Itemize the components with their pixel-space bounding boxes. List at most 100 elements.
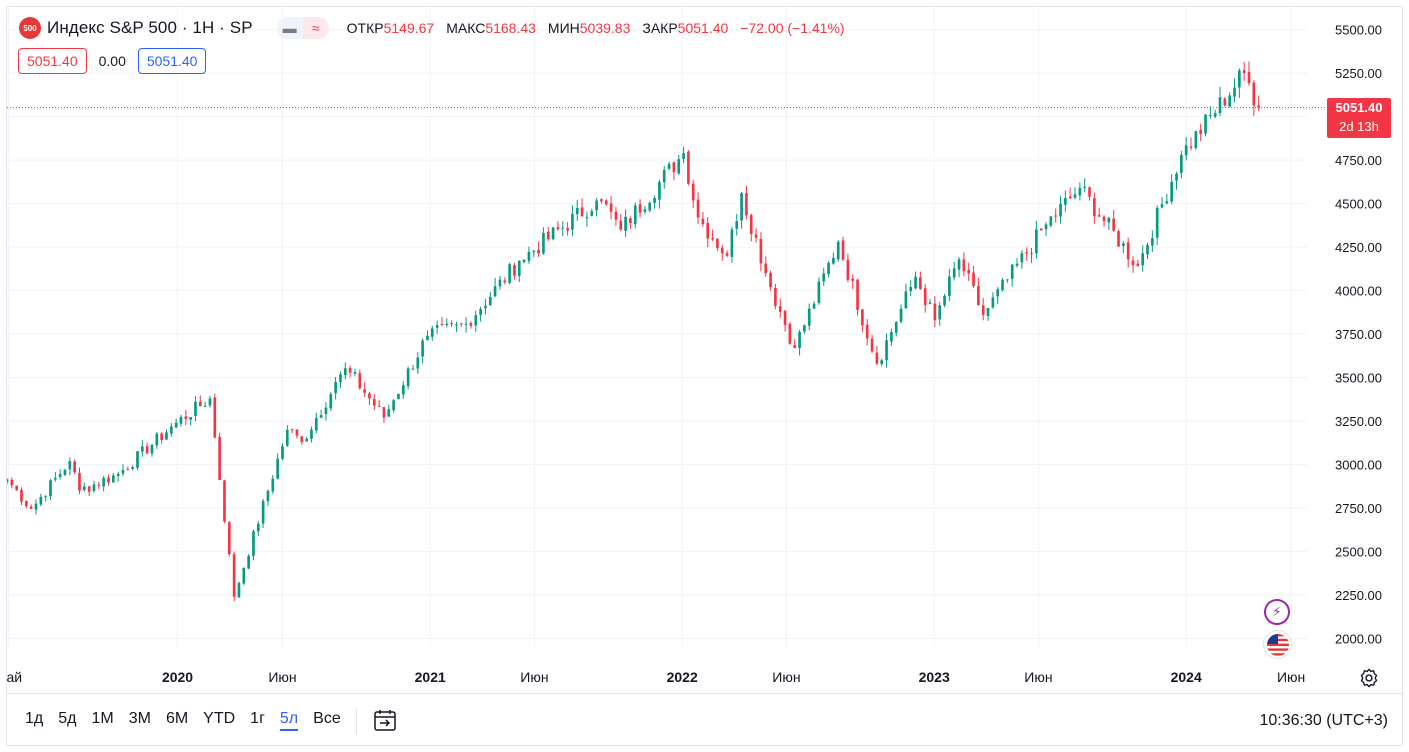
range-6m[interactable]: 6М xyxy=(165,710,189,727)
candle xyxy=(1233,78,1236,103)
candle xyxy=(78,467,81,495)
candle xyxy=(923,284,927,313)
candle xyxy=(1078,182,1082,201)
candle xyxy=(319,409,323,419)
candle xyxy=(943,293,946,308)
candle xyxy=(314,412,318,434)
range-all[interactable]: Все xyxy=(313,710,341,727)
candle xyxy=(832,252,835,265)
candle xyxy=(295,429,299,439)
y-tick-label: 2250.00 xyxy=(1335,588,1382,603)
candle xyxy=(1170,174,1174,205)
range-1d[interactable]: 1д xyxy=(25,710,44,727)
range-1m[interactable]: 1М xyxy=(91,710,114,727)
sell-button[interactable]: 5051.40 xyxy=(18,48,87,74)
candle xyxy=(846,253,850,283)
candle xyxy=(276,453,279,480)
candles xyxy=(7,61,1261,602)
candle xyxy=(880,358,884,367)
candle xyxy=(1194,130,1198,150)
candle xyxy=(426,330,429,341)
y-tick-label: 3250.00 xyxy=(1335,414,1382,429)
candle xyxy=(450,320,453,328)
toolbar-divider xyxy=(355,707,357,734)
candle xyxy=(1242,61,1246,81)
candle xyxy=(1097,207,1101,218)
candle xyxy=(184,409,188,425)
grid xyxy=(7,7,1307,647)
x-tick-label: Июн xyxy=(520,669,548,685)
candle xyxy=(793,338,797,349)
candle xyxy=(856,278,859,316)
candle xyxy=(740,191,743,229)
settings-icon[interactable] xyxy=(1358,667,1380,689)
candle xyxy=(996,287,1000,304)
close-value: 5051.40 xyxy=(677,20,729,36)
y-tick-label: 5250.00 xyxy=(1335,66,1382,81)
symbol-title[interactable]: Индекс S&P 500 · 1Н · SP xyxy=(47,18,253,37)
candle xyxy=(682,146,685,164)
us-flag-icon[interactable] xyxy=(1263,630,1292,659)
clock[interactable]: 10:36:30 (UTC+3) xyxy=(1259,711,1388,729)
go-to-date-icon[interactable] xyxy=(371,709,399,733)
candle xyxy=(735,213,739,236)
candle xyxy=(92,480,96,493)
candle xyxy=(29,504,33,510)
candle xyxy=(667,161,671,171)
candle xyxy=(1059,195,1062,224)
candle xyxy=(1083,178,1087,193)
candle xyxy=(928,298,932,305)
candle xyxy=(1199,123,1203,142)
range-1y[interactable]: 1г xyxy=(250,710,265,727)
candle xyxy=(778,298,782,318)
lightning-icon[interactable]: ⚡ xyxy=(1264,599,1290,625)
candle xyxy=(174,418,178,429)
candle xyxy=(223,479,226,524)
candle xyxy=(662,166,666,189)
candle xyxy=(885,333,888,368)
wave-icon[interactable]: ≈ xyxy=(302,17,329,39)
candle xyxy=(614,206,618,226)
candle xyxy=(435,320,439,334)
candle xyxy=(542,227,545,255)
candle xyxy=(730,226,734,263)
candle xyxy=(310,426,313,443)
range-ytd[interactable]: YTD xyxy=(203,710,236,727)
candle xyxy=(798,329,801,356)
candle xyxy=(1238,68,1241,98)
candle xyxy=(44,494,47,502)
candle xyxy=(745,185,748,220)
chart-panel[interactable]: 2000.00 2250.00 2500.00 2750.00 3000.00 3250.… xyxy=(6,6,1403,746)
candle xyxy=(406,366,410,390)
candle xyxy=(701,212,705,227)
range-3m[interactable]: 3М xyxy=(128,710,151,727)
candle xyxy=(590,208,594,217)
y-tick-label: 3500.00 xyxy=(1335,371,1382,386)
candle xyxy=(53,472,57,482)
candle xyxy=(604,199,608,206)
candle xyxy=(73,459,76,475)
minus-icon[interactable]: ▬ xyxy=(276,17,303,39)
low-label: МИН xyxy=(547,20,580,36)
buy-button[interactable]: 5051.40 xyxy=(137,48,207,74)
candle xyxy=(208,395,212,408)
bar-countdown: 2d 13h xyxy=(1339,119,1379,134)
candle xyxy=(648,201,652,213)
candle xyxy=(493,277,497,298)
candle xyxy=(464,317,468,333)
candle xyxy=(522,259,526,264)
range-5y[interactable]: 5л xyxy=(279,710,299,731)
range-5d[interactable]: 5д xyxy=(58,710,77,727)
candle xyxy=(788,322,792,345)
candle xyxy=(411,365,415,370)
candle xyxy=(725,250,729,258)
candle xyxy=(1184,136,1188,161)
symbol-logo[interactable]: 500 xyxy=(19,17,41,39)
candle xyxy=(416,352,420,374)
candle xyxy=(1160,197,1164,209)
candlestick-chart[interactable]: 2000.00 2250.00 2500.00 2750.00 3000.00 3250.… xyxy=(7,7,1403,687)
candle xyxy=(875,346,879,366)
x-tick-label: 2024 xyxy=(1171,669,1202,685)
candle xyxy=(962,252,966,277)
candle xyxy=(1025,247,1029,261)
